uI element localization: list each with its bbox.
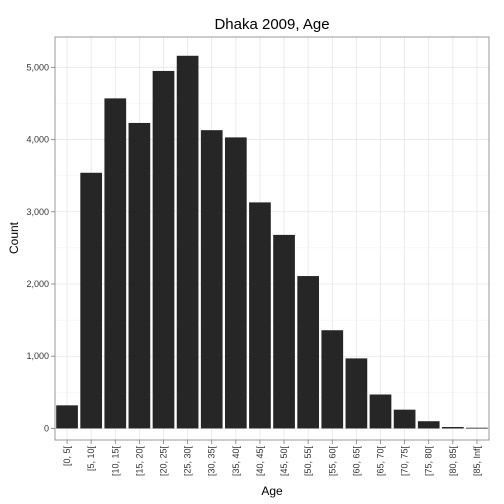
bar <box>176 55 199 429</box>
x-tick-label: [80, 85[ <box>448 446 458 477</box>
x-tick-label: [20, 25[ <box>159 446 169 477</box>
bar <box>345 358 368 429</box>
y-tick-label: 3,000 <box>26 207 49 217</box>
y-tick-label: 0 <box>44 423 49 433</box>
x-tick-label: [30, 35[ <box>207 446 217 477</box>
x-tick-label: [10, 15[ <box>110 446 120 477</box>
chart-title: Dhaka 2009, Age <box>214 16 329 33</box>
bar <box>224 137 247 429</box>
y-axis: 0 1,000 2,000 3,000 4,000 5,000 <box>26 62 55 433</box>
bar <box>466 427 488 429</box>
bar <box>152 70 175 429</box>
bar <box>417 421 440 429</box>
plot-panel <box>54 36 490 441</box>
x-tick-label: [35, 40[ <box>231 446 241 477</box>
x-tick-label: [45, 50[ <box>279 446 289 477</box>
bar <box>128 122 151 429</box>
x-tick-label: [85, Inf[ <box>472 446 482 477</box>
bars <box>56 55 488 429</box>
bar <box>273 234 295 429</box>
bar <box>321 330 344 429</box>
bar <box>80 172 103 429</box>
x-tick-label: [75, 80[ <box>424 446 434 477</box>
y-axis-title: Count <box>7 221 21 254</box>
x-axis: [0, 5[ [5, 10[ [10, 15[ [15, 20[ [20, 25[ [25… <box>62 440 482 476</box>
x-tick-label: [0, 5[ <box>62 446 72 467</box>
x-tick-label: [40, 45[ <box>255 446 265 477</box>
x-tick-label: [5, 10[ <box>86 446 96 472</box>
bar <box>104 98 127 429</box>
y-tick-label: 5,000 <box>26 62 49 72</box>
y-tick-label: 4,000 <box>26 135 49 145</box>
x-tick-label: [65, 70[ <box>376 446 386 477</box>
x-tick-label: [60, 65[ <box>351 446 361 477</box>
bar <box>369 394 392 429</box>
bar <box>56 405 78 429</box>
bar <box>249 202 271 429</box>
bar <box>297 276 320 429</box>
x-tick-label: [25, 30[ <box>183 446 193 477</box>
x-axis-title: Age <box>261 484 283 498</box>
x-tick-label: [55, 60[ <box>327 446 337 477</box>
x-tick-label: [15, 20[ <box>134 446 144 477</box>
x-tick-label: [70, 75[ <box>400 446 410 477</box>
y-tick-label: 2,000 <box>26 279 49 289</box>
bar <box>393 409 416 429</box>
bar <box>441 427 464 429</box>
bar <box>200 130 223 429</box>
x-tick-label: [50, 55[ <box>303 446 313 477</box>
y-tick-label: 1,000 <box>26 351 49 361</box>
